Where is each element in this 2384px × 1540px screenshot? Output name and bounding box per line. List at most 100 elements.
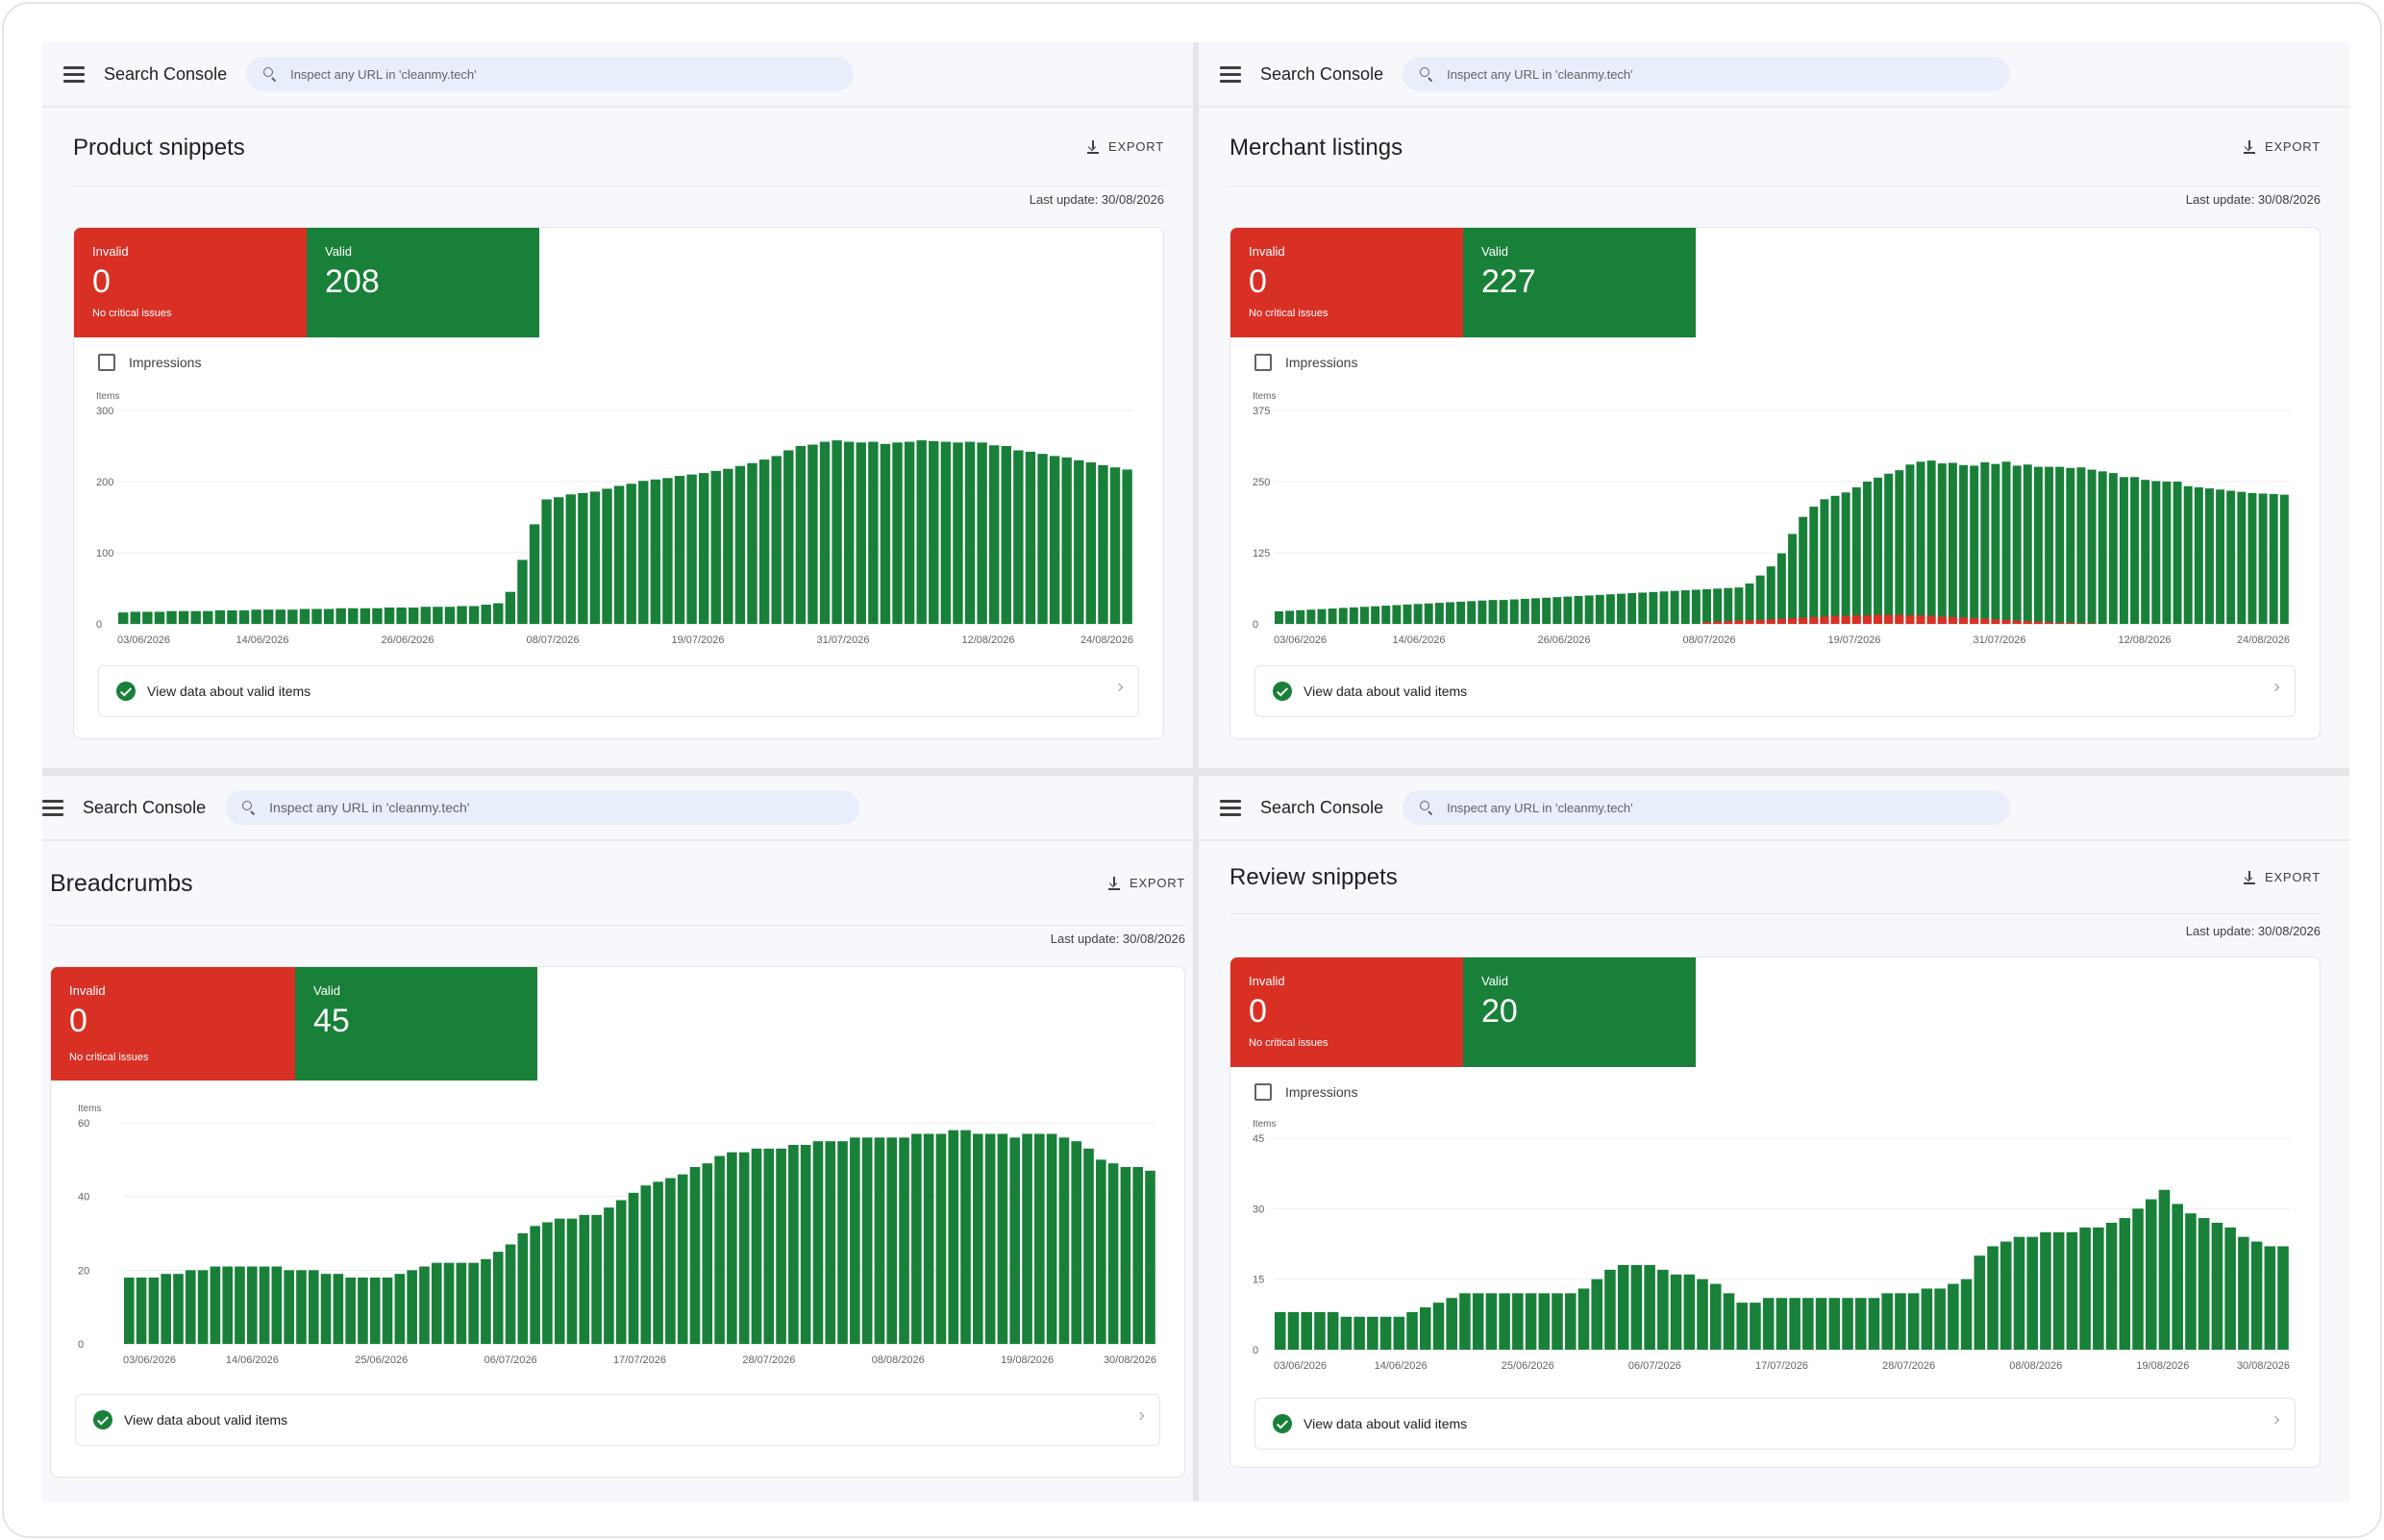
menu-icon[interactable] bbox=[63, 66, 85, 83]
valid-bar bbox=[1830, 495, 1840, 624]
valid-bar bbox=[1862, 482, 1872, 624]
valid-bar bbox=[2098, 471, 2107, 624]
valid-bar bbox=[1037, 454, 1048, 624]
valid-bar bbox=[323, 609, 335, 624]
impressions-checkbox[interactable] bbox=[1254, 1083, 1272, 1101]
valid-bar bbox=[1802, 1298, 1814, 1350]
menu-icon[interactable] bbox=[1220, 800, 1241, 816]
valid-bar bbox=[727, 1152, 737, 1344]
valid-tile[interactable]: Valid 20 bbox=[1463, 957, 1696, 1067]
export-button[interactable]: EXPORT bbox=[1107, 876, 1185, 890]
valid-bar bbox=[136, 1278, 147, 1344]
invalid-tile[interactable]: Invalid 0 No critical issues bbox=[51, 967, 295, 1080]
panel-review-snippets: Search Console Inspect any URL in 'clean… bbox=[1199, 776, 2349, 1502]
export-button[interactable]: EXPORT bbox=[1086, 139, 1164, 154]
view-valid-items-row[interactable]: View data about valid items bbox=[75, 1394, 1160, 1446]
impressions-checkbox[interactable] bbox=[1254, 354, 1272, 371]
summary-card: Invalid 0 No critical issues Valid 227 I… bbox=[1229, 227, 2321, 739]
summary-card: Invalid 0 No critical issues Valid 20 Im… bbox=[1229, 956, 2321, 1468]
chevron-right-icon bbox=[1136, 1412, 1144, 1420]
valid-bar bbox=[1327, 1311, 1339, 1350]
url-inspect-search-bar[interactable]: Inspect any URL in 'cleanmy.tech' bbox=[1403, 790, 2011, 825]
export-button[interactable]: EXPORT bbox=[2243, 139, 2321, 154]
valid-bar bbox=[1702, 588, 1711, 624]
invalid-tile[interactable]: Invalid 0 No critical issues bbox=[1230, 957, 1463, 1067]
last-update: Last update: 30/08/2026 bbox=[2185, 192, 2321, 207]
valid-bar bbox=[602, 488, 612, 624]
search-placeholder: Inspect any URL in 'cleanmy.tech' bbox=[1447, 66, 1633, 82]
invalid-bar bbox=[1713, 621, 1723, 624]
menu-icon[interactable] bbox=[1220, 66, 1241, 83]
impressions-toggle[interactable]: Impressions bbox=[1254, 1083, 1357, 1101]
valid-bar bbox=[916, 440, 927, 624]
impressions-checkbox[interactable] bbox=[98, 354, 115, 371]
valid-tile[interactable]: Valid 208 bbox=[307, 228, 539, 337]
valid-bar bbox=[443, 1262, 455, 1344]
x-tick-label: 14/06/2026 bbox=[236, 634, 288, 646]
y-tick-label: 20 bbox=[78, 1265, 89, 1277]
export-button[interactable]: EXPORT bbox=[2243, 870, 2321, 884]
invalid-count: 0 bbox=[1249, 993, 1267, 1030]
y-tick-label: 100 bbox=[96, 548, 113, 559]
valid-bar bbox=[2033, 466, 2043, 624]
valid-tile[interactable]: Valid 45 bbox=[295, 967, 537, 1080]
valid-bar bbox=[819, 441, 831, 624]
view-valid-items-row[interactable]: View data about valid items bbox=[1254, 665, 2296, 717]
invalid-bar bbox=[1734, 620, 1744, 624]
valid-bar bbox=[653, 1181, 663, 1344]
chevron-right-icon bbox=[2272, 683, 2279, 691]
valid-bar bbox=[589, 491, 601, 624]
panel-product-snippets: Search Console Inspect any URL in 'clean… bbox=[42, 42, 1193, 768]
valid-bar bbox=[394, 1274, 406, 1344]
valid-bar bbox=[185, 1270, 196, 1344]
url-inspect-search-bar[interactable]: Inspect any URL in 'cleanmy.tech' bbox=[1403, 57, 2011, 91]
valid-bar bbox=[1991, 463, 2000, 624]
last-update: Last update: 30/08/2026 bbox=[1050, 931, 1185, 946]
valid-bar bbox=[1974, 1255, 1986, 1350]
x-tick-label: 31/07/2026 bbox=[816, 634, 869, 646]
search-icon bbox=[242, 801, 256, 814]
menu-icon[interactable] bbox=[42, 800, 63, 816]
url-inspect-search-bar[interactable]: Inspect any URL in 'cleanmy.tech' bbox=[246, 57, 855, 91]
valid-bar bbox=[1670, 1274, 1682, 1350]
view-valid-items-row[interactable]: View data about valid items bbox=[98, 665, 1139, 717]
y-tick-label: 0 bbox=[96, 619, 102, 631]
y-tick-label: 60 bbox=[78, 1118, 89, 1130]
valid-bar bbox=[1096, 1159, 1106, 1344]
items-bar-chart: Items 0 125 250 375 03/06/2026 14/06/2026 26/06… bbox=[1253, 391, 2290, 646]
valid-bar bbox=[154, 611, 165, 624]
valid-bar bbox=[2119, 477, 2128, 624]
valid-bar bbox=[1815, 1298, 1827, 1350]
x-tick-label: 14/06/2026 bbox=[226, 1354, 279, 1366]
x-tick-label: 12/08/2026 bbox=[961, 634, 1014, 646]
x-tick-label: 25/06/2026 bbox=[355, 1354, 408, 1366]
valid-bar bbox=[275, 609, 286, 624]
impressions-toggle[interactable]: Impressions bbox=[98, 354, 201, 371]
valid-bar bbox=[1083, 1148, 1094, 1344]
x-tick-label: 08/07/2026 bbox=[526, 634, 579, 646]
valid-bar bbox=[1120, 1167, 1131, 1344]
valid-tile[interactable]: Valid 227 bbox=[1463, 228, 1696, 337]
valid-bar bbox=[1697, 1279, 1708, 1350]
x-tick-label: 08/08/2026 bbox=[2009, 1360, 2062, 1372]
valid-bar bbox=[2237, 491, 2247, 624]
valid-bar bbox=[541, 499, 552, 624]
url-inspect-search-bar[interactable]: Inspect any URL in 'cleanmy.tech' bbox=[225, 790, 860, 825]
valid-bar bbox=[1499, 1293, 1510, 1350]
valid-bar bbox=[1424, 603, 1433, 624]
download-icon bbox=[2243, 139, 2255, 154]
valid-bar bbox=[1713, 588, 1723, 624]
invalid-tile[interactable]: Invalid 0 No critical issues bbox=[1230, 228, 1463, 337]
valid-bar bbox=[444, 607, 456, 624]
invalid-bar bbox=[2012, 620, 2022, 624]
invalid-bar bbox=[1895, 614, 1904, 624]
y-tick-label: 0 bbox=[1253, 619, 1258, 631]
impressions-toggle[interactable]: Impressions bbox=[1254, 354, 1357, 371]
invalid-bar bbox=[1916, 615, 1925, 624]
valid-bar bbox=[1565, 1293, 1577, 1350]
export-label: EXPORT bbox=[2264, 870, 2321, 884]
app-name: Search Console bbox=[104, 63, 228, 84]
valid-bar bbox=[2052, 1231, 2065, 1350]
invalid-tile[interactable]: Invalid 0 No critical issues bbox=[74, 228, 307, 337]
view-valid-items-row[interactable]: View data about valid items bbox=[1254, 1398, 2296, 1450]
